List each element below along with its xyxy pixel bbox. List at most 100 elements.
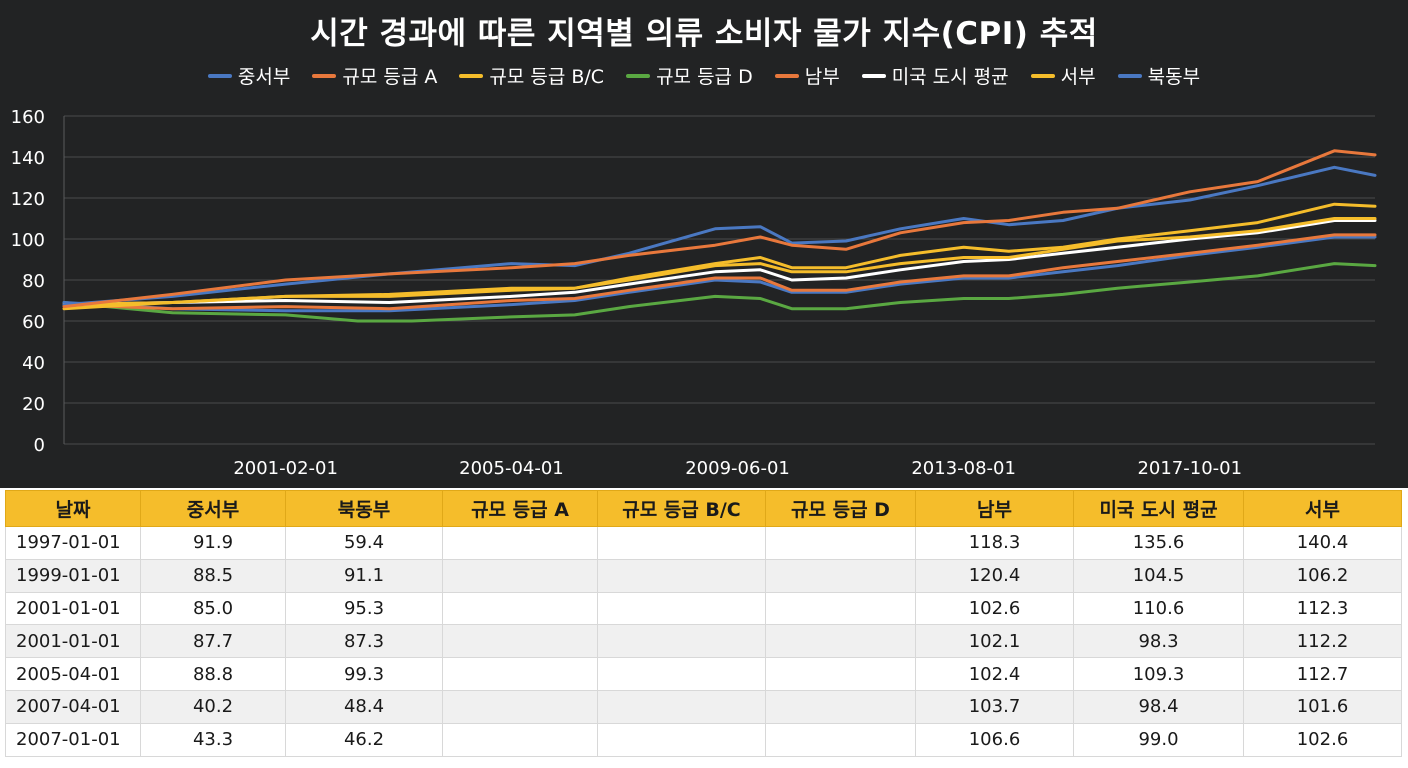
series-line — [62, 233, 1377, 311]
chart-title: 시간 경과에 따른 지역별 의류 소비자 물가 지수(CPI) 추적 — [310, 16, 1098, 52]
table-cell: 118.3 — [915, 526, 1074, 560]
table-cell: 140.4 — [1243, 526, 1402, 560]
table-cell: 95.3 — [285, 591, 443, 626]
table-cell: 46.2 — [285, 722, 443, 757]
chart-legend: 중서부 규모 등급 A 규모 등급 B/C 규모 등급 D 남부 미국 도시 평균 서부 북동… — [0, 62, 1408, 89]
table-cell: 102.1 — [915, 624, 1074, 659]
table-cell: 106.6 — [915, 722, 1074, 757]
y-tick-label: 140 — [11, 148, 45, 169]
table-cell: 99.0 — [1073, 722, 1244, 757]
plot-area: 0 20 40 60 80 100 120 140 160 2001-02-01 2005-04-0… — [11, 107, 1377, 479]
table-cell: 2007-04-01 — [5, 689, 141, 724]
x-tick-label: 2009-06-01 — [685, 458, 790, 479]
table-cell: 2005-04-01 — [5, 657, 141, 691]
table-header-cell: 북동부 — [285, 490, 443, 527]
table-cell: 98.3 — [1073, 624, 1244, 659]
table-row: 1999-01-01 88.5 91.1 120.4 104.5 106.2 — [5, 558, 1402, 593]
table-row: 2007-04-01 40.2 48.4 103.7 98.4 101.6 — [5, 689, 1402, 724]
table-cell — [597, 657, 766, 691]
y-tick-label: 80 — [22, 271, 45, 292]
table-body: 1997-01-01 91.9 59.4 118.3 135.6 140.4 1999-01… — [5, 526, 1402, 757]
table-cell: 40.2 — [140, 689, 286, 724]
table-cell — [597, 526, 766, 560]
legend-label: 규모 등급 A — [342, 66, 438, 88]
table-cell: 2001-01-01 — [5, 624, 141, 659]
table-header-cell: 미국 도시 평균 — [1073, 490, 1244, 527]
legend-item: 남부 — [774, 62, 840, 89]
x-tick-label: 2017-10-01 — [1137, 458, 1242, 479]
legend-label: 북동부 — [1147, 66, 1201, 88]
legend-swatch — [861, 73, 886, 78]
legend-label: 남부 — [804, 66, 840, 88]
table-row: 2001-01-01 87.7 87.3 102.1 98.3 112.2 — [5, 624, 1402, 659]
legend-item: 서부 — [1030, 62, 1096, 89]
legend-label: 규모 등급 B/C — [489, 66, 605, 88]
table-cell: 59.4 — [285, 526, 443, 560]
table-cell: 1997-01-01 — [5, 526, 141, 560]
table-cell — [442, 689, 598, 724]
table-header-cell: 규모 등급 D — [765, 490, 916, 527]
x-tick-label: 2013-08-01 — [911, 458, 1016, 479]
table-cell — [597, 689, 766, 724]
table-cell — [765, 657, 916, 691]
y-tick-label: 100 — [11, 230, 45, 251]
y-tick-label: 0 — [34, 435, 45, 456]
table-cell: 2001-01-01 — [5, 591, 141, 626]
series-line — [62, 217, 1377, 307]
table-cell — [442, 591, 598, 626]
table-header-cell: 남부 — [915, 490, 1074, 527]
table-cell: 112.7 — [1243, 657, 1402, 691]
table-cell: 103.7 — [915, 689, 1074, 724]
legend-swatch — [207, 73, 232, 78]
table-cell: 85.0 — [140, 591, 286, 626]
table-cell: 91.9 — [140, 526, 286, 560]
table-header-row: 날짜 중서부 북동부 규모 등급 A 규모 등급 B/C 규모 등급 D 남부 미국 도시 평… — [5, 490, 1402, 527]
table-cell: 112.2 — [1243, 624, 1402, 659]
table-cell: 91.1 — [285, 558, 443, 593]
legend-item: 규모 등급 B/C — [459, 62, 604, 89]
table-cell: 43.3 — [140, 722, 286, 757]
table-row: 1997-01-01 91.9 59.4 118.3 135.6 140.4 — [5, 526, 1402, 560]
legend-item: 규모 등급 D — [626, 62, 753, 89]
table-cell — [597, 558, 766, 593]
legend-swatch — [1117, 73, 1142, 78]
table-cell: 48.4 — [285, 689, 443, 724]
table-cell: 109.3 — [1073, 657, 1244, 691]
legend-label: 규모 등급 D — [656, 66, 753, 88]
legend-label: 미국 도시 평균 — [891, 66, 1009, 88]
table-cell: 112.3 — [1243, 591, 1402, 626]
table-cell — [597, 722, 766, 757]
table-cell — [442, 624, 598, 659]
table-cell: 2007-01-01 — [5, 722, 141, 757]
legend-label: 중서부 — [237, 66, 291, 88]
table-cell: 101.6 — [1243, 689, 1402, 724]
legend-swatch — [1030, 73, 1055, 78]
series-line — [62, 235, 1377, 313]
table-cell: 88.8 — [140, 657, 286, 691]
table-cell — [765, 722, 916, 757]
table-cell: 102.4 — [915, 657, 1074, 691]
table-cell: 99.3 — [285, 657, 443, 691]
table-cell: 104.5 — [1073, 558, 1244, 593]
table-cell: 106.2 — [1243, 558, 1402, 593]
chart-panel: 시간 경과에 따른 지역별 의류 소비자 물가 지수(CPI) 추적 중서부 규모… — [0, 0, 1408, 488]
table-cell — [442, 722, 598, 757]
data-table: 날짜 중서부 북동부 규모 등급 A 규모 등급 B/C 규모 등급 D 남부 미국 도시 평… — [5, 490, 1402, 757]
table-row: 2005-04-01 88.8 99.3 102.4 109.3 112.7 — [5, 657, 1402, 691]
table-cell: 102.6 — [915, 591, 1074, 626]
table-cell — [765, 558, 916, 593]
table-cell: 1999-01-01 — [5, 558, 141, 593]
series-line — [62, 149, 1377, 309]
series-line — [62, 202, 1377, 311]
y-tick-label: 20 — [22, 394, 45, 415]
legend-swatch — [312, 73, 337, 78]
table-cell — [442, 657, 598, 691]
table-header-cell: 날짜 — [5, 490, 141, 527]
table-cell: 102.6 — [1243, 722, 1402, 757]
table-cell — [765, 624, 916, 659]
legend-item: 미국 도시 평균 — [861, 62, 1009, 89]
legend-item: 규모 등급 A — [312, 62, 437, 89]
table-cell — [597, 624, 766, 659]
table-cell — [597, 591, 766, 626]
table-header-cell: 서부 — [1243, 490, 1402, 527]
